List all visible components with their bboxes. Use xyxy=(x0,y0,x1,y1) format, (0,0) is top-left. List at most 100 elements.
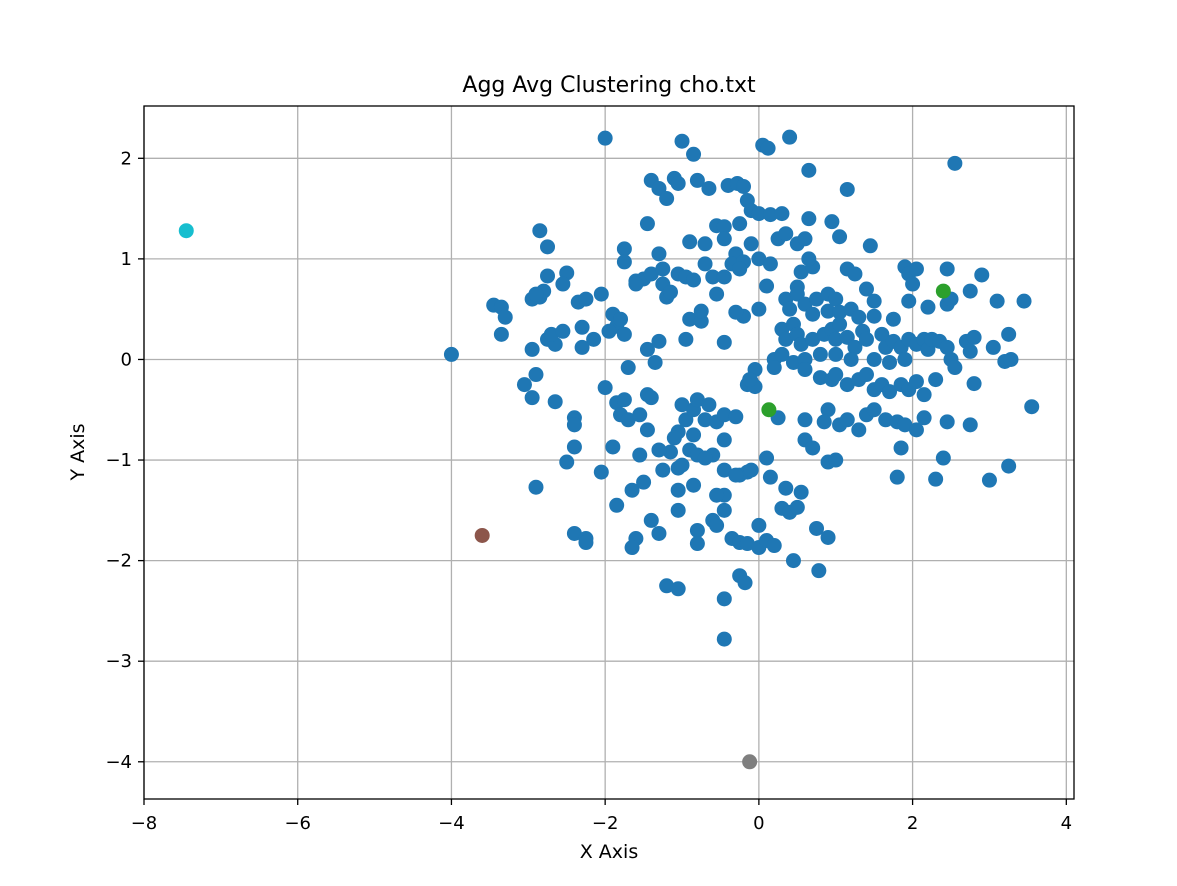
data-point xyxy=(697,412,713,428)
data-point xyxy=(593,464,609,480)
data-point xyxy=(789,499,805,515)
data-point xyxy=(847,339,863,355)
y-tick-label: 0 xyxy=(121,349,132,370)
data-point xyxy=(858,331,874,347)
data-point xyxy=(566,439,582,455)
data-point xyxy=(832,304,848,320)
data-point xyxy=(762,469,778,485)
data-point xyxy=(885,311,901,327)
data-point xyxy=(689,172,705,188)
data-point xyxy=(705,269,721,285)
data-point xyxy=(778,331,794,347)
data-point xyxy=(659,191,675,207)
data-point xyxy=(524,390,540,406)
data-point xyxy=(916,410,932,426)
data-point xyxy=(811,563,827,579)
data-point xyxy=(809,520,825,536)
data-point xyxy=(701,180,717,196)
y-tick-label: 2 xyxy=(121,148,132,169)
data-point xyxy=(916,387,932,403)
data-point xyxy=(555,276,571,292)
data-point xyxy=(616,254,632,270)
data-point xyxy=(874,326,890,342)
data-point xyxy=(805,331,821,347)
y-axis-label: Y Axis xyxy=(67,423,89,481)
data-point xyxy=(866,293,882,309)
data-point xyxy=(736,178,752,194)
data-point xyxy=(689,536,705,552)
data-point xyxy=(908,374,924,390)
data-point xyxy=(716,432,732,448)
data-point xyxy=(178,223,194,239)
data-point xyxy=(778,480,794,496)
data-point xyxy=(682,234,698,250)
data-point xyxy=(578,535,594,551)
data-point xyxy=(761,402,777,418)
x-axis-ticks: −8 −6 −4 −2 0 2 4 xyxy=(131,799,1072,834)
data-point xyxy=(566,417,582,433)
data-point xyxy=(593,286,609,302)
data-point xyxy=(828,346,844,362)
data-point xyxy=(939,261,955,277)
data-point xyxy=(742,372,758,388)
data-point xyxy=(540,239,556,255)
data-point xyxy=(751,301,767,317)
data-point xyxy=(624,540,640,556)
data-point xyxy=(670,175,686,191)
data-point xyxy=(766,360,782,376)
data-point xyxy=(716,269,732,285)
data-point xyxy=(632,447,648,463)
data-point xyxy=(716,502,732,518)
data-point xyxy=(678,331,694,347)
data-point xyxy=(643,512,659,528)
data-point xyxy=(858,367,874,383)
data-point xyxy=(597,380,613,396)
data-point xyxy=(866,351,882,367)
data-point xyxy=(716,231,732,247)
data-point xyxy=(851,309,867,325)
data-point xyxy=(620,412,636,428)
data-point xyxy=(662,444,678,460)
data-point xyxy=(866,402,882,418)
y-tick-label: −1 xyxy=(105,450,132,471)
data-point xyxy=(785,354,801,370)
data-point xyxy=(659,578,675,594)
data-point xyxy=(528,479,544,495)
data-point xyxy=(1024,399,1040,415)
data-point xyxy=(1001,458,1017,474)
data-point xyxy=(728,304,744,320)
data-point xyxy=(709,517,725,533)
data-point xyxy=(716,219,732,235)
data-point xyxy=(962,417,978,433)
data-point xyxy=(651,333,667,349)
data-point xyxy=(497,309,513,325)
data-point xyxy=(716,631,732,647)
data-point xyxy=(805,306,821,322)
data-point xyxy=(828,291,844,307)
data-point xyxy=(762,207,778,223)
data-point xyxy=(989,293,1005,309)
data-point xyxy=(939,414,955,430)
data-point xyxy=(728,467,744,483)
data-point xyxy=(716,334,732,350)
data-point xyxy=(493,326,509,342)
data-point xyxy=(797,412,813,428)
data-point xyxy=(862,238,878,254)
data-point xyxy=(751,206,767,222)
data-point xyxy=(632,407,648,423)
data-point xyxy=(812,346,828,362)
data-point xyxy=(697,450,713,466)
data-point xyxy=(686,272,702,288)
x-tick-label: −4 xyxy=(438,813,465,834)
data-point xyxy=(939,339,955,355)
data-point xyxy=(962,283,978,299)
data-point xyxy=(742,754,758,770)
data-point xyxy=(624,482,640,498)
data-point xyxy=(920,299,936,315)
data-point xyxy=(820,529,836,545)
data-point xyxy=(655,462,671,478)
data-point xyxy=(793,336,809,352)
x-tick-label: 4 xyxy=(1061,813,1072,834)
data-point xyxy=(947,360,963,376)
data-point xyxy=(532,223,548,239)
